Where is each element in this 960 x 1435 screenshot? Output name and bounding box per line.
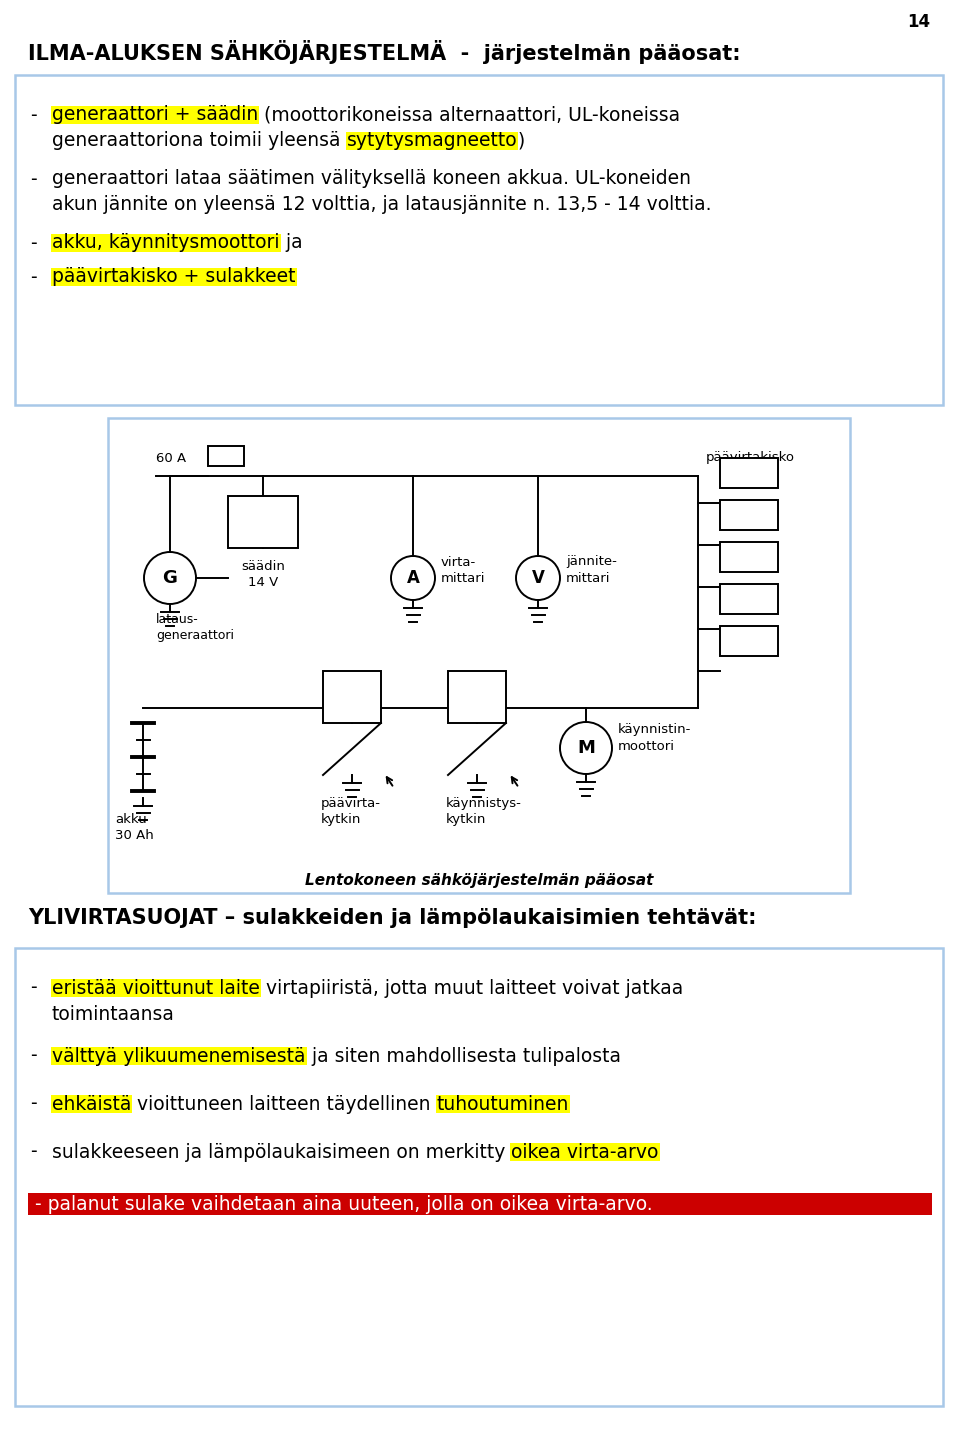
Text: -: - [30,106,36,125]
Text: käynnistys-
kytkin: käynnistys- kytkin [446,796,522,827]
Bar [15,949,943,1406]
Bar [51,234,280,253]
Text: sulakkeeseen ja lämpölaukaisimeen on merkitty: sulakkeeseen ja lämpölaukaisimeen on mer… [52,1142,512,1161]
Text: oikea virta-arvo: oikea virta-arvo [512,1142,659,1161]
Bar [15,75,943,405]
Bar [448,672,506,723]
Text: (moottorikoneissa alternaattori, UL-koneissa: (moottorikoneissa alternaattori, UL-kone… [258,106,681,125]
Text: 60 A: 60 A [156,452,186,465]
Bar [51,979,261,997]
Bar [720,458,778,488]
Text: -: - [30,169,36,188]
Text: ILMA-ALUKSEN SÄHKÖJÄRJESTELMÄ  -  järjestelmän pääosat:: ILMA-ALUKSEN SÄHKÖJÄRJESTELMÄ - järjeste… [28,40,740,65]
Text: A: A [407,570,420,587]
Text: V: V [532,570,544,587]
Text: jännite-
mittari: jännite- mittari [566,555,617,584]
Text: 14: 14 [907,13,930,32]
Text: ja: ja [279,234,302,253]
Text: säädin
14 V: säädin 14 V [241,560,285,588]
Text: välttyä ylikuumenemisestä: välttyä ylikuumenemisestä [52,1046,305,1066]
Bar [28,1192,932,1215]
Text: akun jännite on yleensä 12 volttia, ja latausjännite n. 13,5 - 14 volttia.: akun jännite on yleensä 12 volttia, ja l… [52,195,711,214]
Bar [51,1046,306,1065]
Circle shape [391,555,435,600]
Bar [208,446,244,466]
Text: M: M [577,739,595,758]
Text: generaattoriona toimii yleensä: generaattoriona toimii yleensä [52,132,347,151]
Text: YLIVIRTASUOJAT – sulakkeiden ja lämpölaukaisimien tehtävät:: YLIVIRTASUOJAT – sulakkeiden ja lämpölau… [28,908,756,928]
Text: ja siten mahdollisesta tulipalosta: ja siten mahdollisesta tulipalosta [305,1046,620,1066]
Text: generaattori lataa säätimen välityksellä koneen akkua. UL-koneiden: generaattori lataa säätimen välityksellä… [52,169,691,188]
Bar [228,497,298,548]
Text: ): ) [517,132,524,151]
Text: -: - [30,1046,36,1066]
Text: ehkäistä: ehkäistä [52,1095,132,1114]
Bar [108,418,850,893]
Bar [436,1095,570,1114]
Text: virta-
mittari: virta- mittari [441,555,486,584]
Text: akku
30 Ah: akku 30 Ah [115,814,154,842]
Bar [323,672,381,723]
Text: Lentokoneen sähköjärjestelmän pääosat: Lentokoneen sähköjärjestelmän pääosat [305,872,653,887]
Text: -: - [30,1095,36,1114]
Circle shape [560,722,612,773]
Text: -: - [30,979,36,997]
Text: -: - [30,234,36,253]
Bar [720,626,778,656]
Bar [346,132,518,151]
Text: tuhoutuminen: tuhoutuminen [437,1095,569,1114]
Bar [720,499,778,530]
Bar [51,267,297,287]
Text: lataus-
generaattori: lataus- generaattori [156,613,234,641]
Text: virtapiiristä, jotta muut laitteet voivat jatkaa: virtapiiristä, jotta muut laitteet voiva… [260,979,684,997]
Text: vioittuneen laitteen täydellinen: vioittuneen laitteen täydellinen [132,1095,437,1114]
Text: generaattori + säädin: generaattori + säädin [52,106,258,125]
Circle shape [144,552,196,604]
Bar [51,1095,132,1114]
Bar [511,1142,660,1161]
Bar [720,584,778,614]
Text: akku, käynnitysmoottori: akku, käynnitysmoottori [52,234,279,253]
Text: päävirta-
kytkin: päävirta- kytkin [321,796,381,827]
Bar [51,106,259,125]
Text: G: G [162,570,178,587]
Text: toimintaansa: toimintaansa [52,1004,175,1023]
Circle shape [516,555,560,600]
Text: -: - [30,1142,36,1161]
Text: päävirtakisko + sulakkeet: päävirtakisko + sulakkeet [52,267,296,287]
Text: päävirtakisko: päävirtakisko [706,452,795,465]
Text: - palanut sulake vaihdetaan aina uuteen, jolla on oikea virta-arvo.: - palanut sulake vaihdetaan aina uuteen,… [35,1194,653,1214]
Text: sytytysmagneetto: sytytysmagneetto [347,132,517,151]
Text: käynnistin-
moottori: käynnistin- moottori [618,723,691,752]
Bar [720,542,778,573]
Text: eristää vioittunut laite: eristää vioittunut laite [52,979,260,997]
Text: -: - [30,267,36,287]
